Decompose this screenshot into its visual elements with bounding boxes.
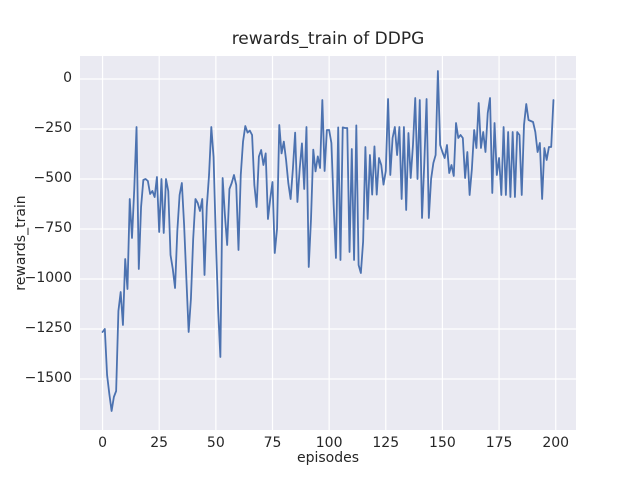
x-tick-label: 200 (542, 435, 570, 451)
x-tick-label: 0 (98, 435, 107, 451)
y-tick-label: −1000 (24, 270, 72, 286)
y-tick-label: −250 (33, 120, 72, 136)
x-tick-label: 175 (485, 435, 513, 451)
chart-title: rewards_train of DDPG (231, 29, 425, 49)
x-tick-label: 125 (372, 435, 400, 451)
x-tick-label: 100 (315, 435, 343, 451)
line-chart (80, 56, 576, 430)
plot-area (80, 56, 576, 430)
x-tick-label: 75 (263, 435, 282, 451)
y-tick-label: −750 (33, 220, 72, 236)
series-rewards_train (101, 70, 555, 412)
y-tick-label: −1250 (24, 320, 72, 336)
x-axis-label: episodes (296, 450, 360, 466)
y-tick-label: −1500 (24, 370, 72, 386)
x-tick-label: 150 (429, 435, 456, 451)
y-tick-label: −500 (33, 170, 72, 186)
x-tick-label: 50 (206, 435, 225, 451)
y-tick-label: 0 (63, 70, 72, 86)
x-tick-label: 25 (150, 435, 169, 451)
